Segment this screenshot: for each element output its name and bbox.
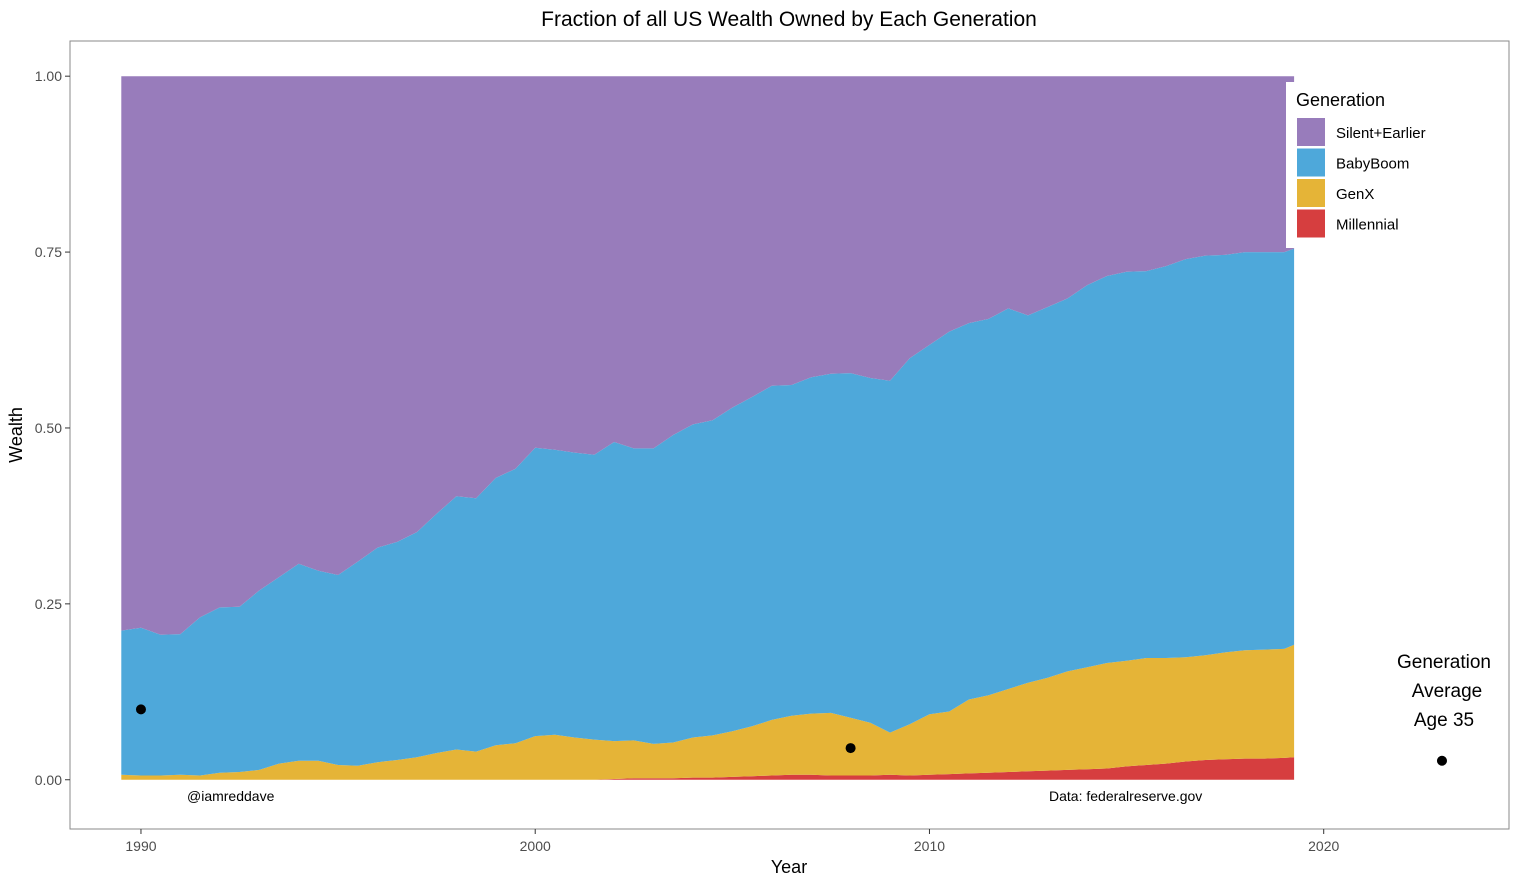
y-tick-label: 0.25 (35, 596, 62, 612)
handle-annotation: @iamreddave (187, 788, 275, 804)
chart-title: Fraction of all US Wealth Owned by Each … (541, 8, 1037, 31)
legend-label-millennial: Millennial (1336, 217, 1399, 234)
point-label-line-3: Age 35 (1414, 710, 1474, 731)
y-tick-label: 0.50 (35, 420, 62, 436)
x-tick-label: 2000 (520, 838, 551, 854)
average-age-point-3 (1436, 755, 1447, 766)
legend-label-silent-earlier: Silent+Earlier (1336, 125, 1426, 142)
average-age-point-1 (135, 704, 146, 715)
area-babyboom (121, 248, 1295, 776)
legend-swatch-genx (1297, 179, 1325, 207)
area-layer (121, 76, 1295, 780)
y-tick-label: 0.00 (35, 772, 62, 788)
legend-title: Generation (1296, 90, 1385, 110)
point-label-line-1: Generation (1397, 652, 1491, 673)
points-layer (135, 704, 1447, 766)
x-tick-label: 2010 (914, 838, 945, 854)
area-millennial (121, 757, 1295, 780)
area-silent-earlier (121, 76, 1295, 635)
legend-swatch-millennial (1297, 209, 1325, 238)
x-tick-label: 1990 (125, 838, 156, 854)
y-tick-label: 1.00 (35, 68, 62, 84)
x-axis-label: Year (771, 857, 807, 877)
legend-swatch-silent-earlier (1297, 118, 1325, 146)
area-genx (121, 644, 1295, 780)
point-label-line-2: Average (1412, 681, 1482, 702)
legend-label-genx: GenX (1336, 186, 1374, 203)
y-axis: 0.00 0.25 0.50 0.75 1.00 (35, 68, 70, 788)
y-axis-label: Wealth (6, 407, 26, 463)
average-age-point-2 (845, 743, 856, 754)
source-annotation: Data: federalreserve.gov (1049, 788, 1202, 804)
legend-swatch-babyboom (1297, 148, 1325, 177)
x-axis: 1990 2000 2010 2020 (125, 829, 1339, 854)
x-tick-label: 2020 (1308, 838, 1339, 854)
y-tick-label: 0.75 (35, 244, 62, 260)
point-label: Generation Average Age 35 (1397, 652, 1491, 731)
legend: Generation Silent+Earlier BabyBoom GenX Mil… (1286, 82, 1444, 248)
legend-label-babyboom: BabyBoom (1336, 156, 1409, 173)
